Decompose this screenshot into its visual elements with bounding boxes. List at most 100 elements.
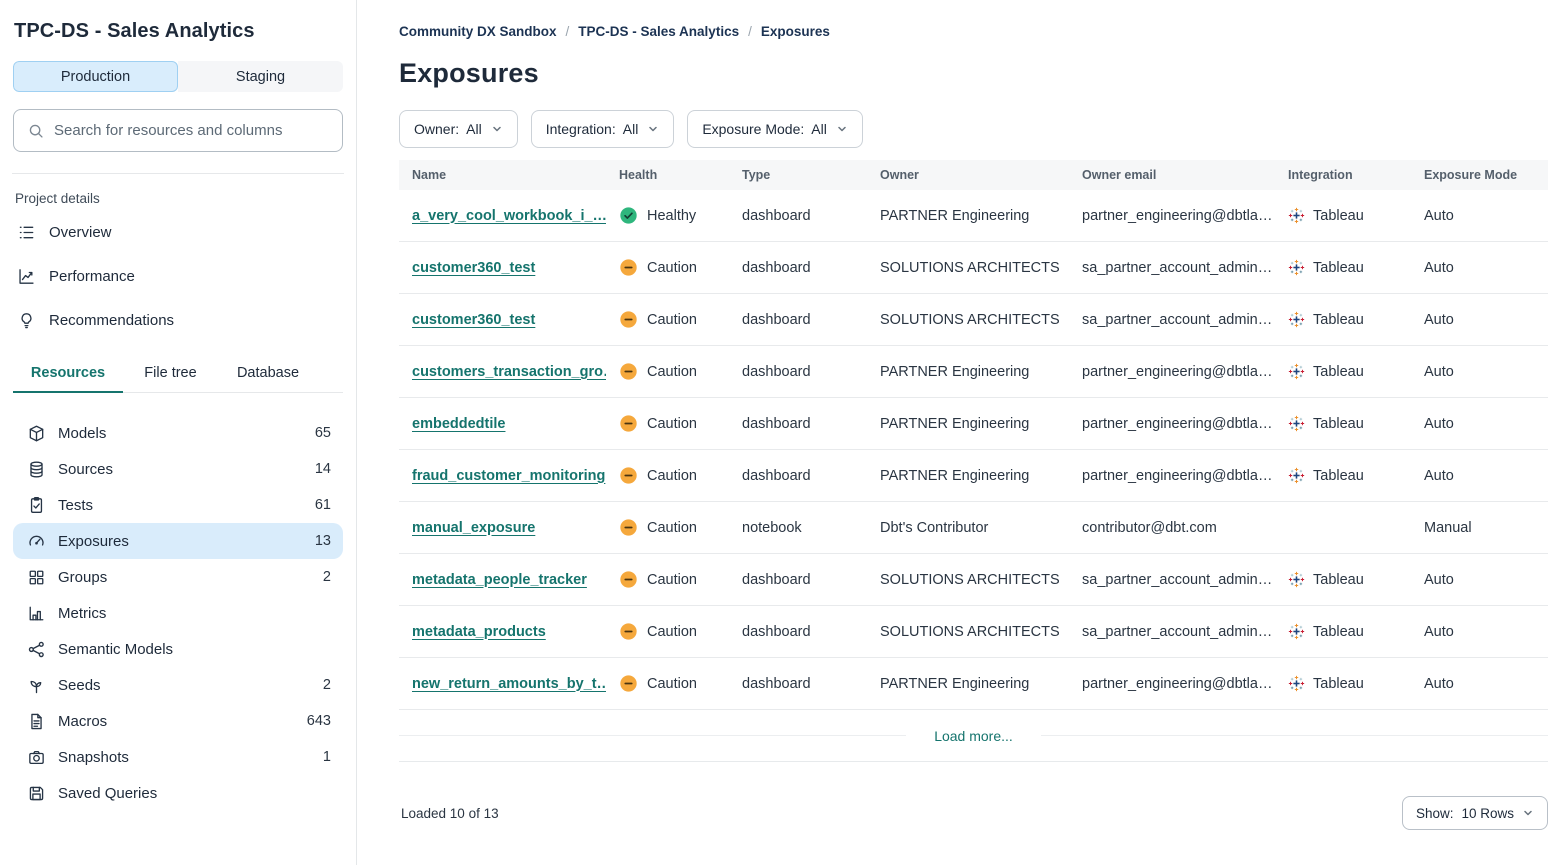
resource-label: Tests xyxy=(58,496,94,514)
exposure-name-link[interactable]: manual_exposure xyxy=(412,519,536,536)
resource-label: Groups xyxy=(58,568,108,586)
tab-staging[interactable]: Staging xyxy=(178,61,343,92)
health-badge-icon xyxy=(619,674,638,693)
sidebar-item-sources[interactable]: Sources 14 xyxy=(13,451,343,487)
breadcrumb-link-account[interactable]: Community DX Sandbox xyxy=(399,24,557,39)
chevron-down-icon xyxy=(836,123,848,135)
resource-count: 643 xyxy=(306,713,331,729)
health-label: Caution xyxy=(647,623,697,640)
sidebar-divider xyxy=(12,173,344,174)
exposure-name-link[interactable]: customer360_test xyxy=(412,311,536,328)
filter-value: All xyxy=(811,121,827,137)
table-row: new_return_amounts_by_t… Caution dashboa… xyxy=(399,658,1548,710)
exposure-name-link[interactable]: metadata_people_tracker xyxy=(412,571,587,588)
owner-email-cell: partner_engineering@dbtla… xyxy=(1082,415,1273,432)
sidebar-item-performance[interactable]: Performance xyxy=(13,254,343,298)
gauge-icon xyxy=(27,532,46,551)
save-icon xyxy=(27,784,46,803)
exposure-mode-cell: Auto xyxy=(1424,311,1454,328)
exposure-name-link[interactable]: metadata_products xyxy=(412,623,546,640)
table-row: customer360_test Caution dashboard SOLUT… xyxy=(399,242,1548,294)
sidebar-item-exposures[interactable]: Exposures 13 xyxy=(13,523,343,559)
owner-cell: PARTNER Engineering xyxy=(880,207,1030,224)
owner-cell: SOLUTIONS ARCHITECTS xyxy=(880,623,1060,640)
exposure-name-link[interactable]: customer360_test xyxy=(412,259,536,276)
exposure-mode-filter-dropdown[interactable]: Exposure Mode: All xyxy=(687,110,863,148)
chart-line-icon xyxy=(17,267,36,286)
sidebar-item-seeds[interactable]: Seeds 2 xyxy=(13,667,343,703)
table-body: a_very_cool_workbook_i_… Healthy dashboa… xyxy=(399,190,1548,710)
tableau-icon xyxy=(1288,311,1305,328)
exposure-mode-cell: Auto xyxy=(1424,207,1454,224)
sidebar-item-snapshots[interactable]: Snapshots 1 xyxy=(13,739,343,775)
owner-email-cell: sa_partner_account_admin… xyxy=(1082,311,1273,328)
tableau-icon xyxy=(1288,363,1305,380)
filter-value: All xyxy=(466,121,482,137)
grid-icon xyxy=(27,568,46,587)
table-row: customer360_test Caution dashboard SOLUT… xyxy=(399,294,1548,346)
integration-cell: Tableau xyxy=(1275,675,1411,692)
search-box[interactable] xyxy=(13,109,343,152)
owner-cell: PARTNER Engineering xyxy=(880,363,1030,380)
exposure-name-link[interactable]: a_very_cool_workbook_i_… xyxy=(412,207,606,224)
sidebar-item-macros[interactable]: Macros 643 xyxy=(13,703,343,739)
table-row: metadata_products Caution dashboard SOLU… xyxy=(399,606,1548,658)
column-header-health: Health xyxy=(619,168,658,182)
project-details-label: Project details xyxy=(15,191,100,206)
exposure-name-link[interactable]: new_return_amounts_by_t… xyxy=(412,675,606,692)
owner-cell: SOLUTIONS ARCHITECTS xyxy=(880,259,1060,276)
integration-label: Tableau xyxy=(1313,467,1364,484)
health-label: Caution xyxy=(647,415,697,432)
owner-email-cell: partner_engineering@dbtla… xyxy=(1082,675,1273,692)
integration-label: Tableau xyxy=(1313,363,1364,380)
tableau-icon xyxy=(1288,467,1305,484)
table-header-row: Name Health Type Owner Owner email Integ… xyxy=(399,160,1548,190)
environment-switcher: Production Staging xyxy=(13,61,343,92)
tab-file-tree[interactable]: File tree xyxy=(144,365,197,381)
column-header-owner-email: Owner email xyxy=(1082,168,1157,182)
tab-resources[interactable]: Resources xyxy=(13,357,123,393)
chevron-down-icon xyxy=(491,123,503,135)
exposure-name-link[interactable]: customers_transaction_gro… xyxy=(412,363,606,380)
sidebar-item-tests[interactable]: Tests 61 xyxy=(13,487,343,523)
tab-production[interactable]: Production xyxy=(13,61,178,92)
sidebar-item-recommendations[interactable]: Recommendations xyxy=(13,298,343,342)
sidebar-item-models[interactable]: Models 65 xyxy=(13,415,343,451)
exposure-name-link[interactable]: embeddedtile xyxy=(412,415,506,432)
health-badge-icon xyxy=(619,518,638,537)
cube-icon xyxy=(27,424,46,443)
integration-label: Tableau xyxy=(1313,675,1364,692)
sidebar-item-overview[interactable]: Overview xyxy=(13,210,343,254)
sidebar-item-semantic-models[interactable]: Semantic Models xyxy=(13,631,343,667)
type-cell: dashboard xyxy=(742,467,811,484)
type-cell: dashboard xyxy=(742,415,811,432)
load-more-link[interactable]: Load more... xyxy=(934,727,1013,744)
filter-label: Exposure Mode: xyxy=(702,121,805,137)
owner-filter-dropdown[interactable]: Owner: All xyxy=(399,110,518,148)
breadcrumb: Community DX Sandbox / TPC-DS - Sales An… xyxy=(399,24,1548,39)
sidebar-item-label: Performance xyxy=(49,267,135,285)
exposure-name-link[interactable]: fraud_customer_monitoring xyxy=(412,467,606,484)
integration-filter-dropdown[interactable]: Integration: All xyxy=(530,110,675,148)
table-row: a_very_cool_workbook_i_… Healthy dashboa… xyxy=(399,190,1548,242)
health-badge-icon xyxy=(619,466,638,485)
owner-cell: PARTNER Engineering xyxy=(880,467,1030,484)
tableau-icon xyxy=(1288,571,1305,588)
tab-database[interactable]: Database xyxy=(236,365,300,381)
main-content: Community DX Sandbox / TPC-DS - Sales An… xyxy=(357,0,1559,865)
sidebar-tab-bar: Resources File tree Database xyxy=(13,357,343,393)
sidebar-item-saved-queries[interactable]: Saved Queries xyxy=(13,775,343,811)
sidebar-item-metrics[interactable]: Metrics xyxy=(13,595,343,631)
project-title: TPC-DS - Sales Analytics xyxy=(14,20,255,42)
integration-cell: Tableau xyxy=(1275,259,1411,276)
integration-cell: Tableau xyxy=(1275,363,1411,380)
loaded-status: Loaded 10 of 13 xyxy=(401,805,499,821)
resource-count: 14 xyxy=(314,461,331,477)
table-row: fraud_customer_monitoring Caution dashbo… xyxy=(399,450,1548,502)
show-rows-dropdown[interactable]: Show: 10 Rows xyxy=(1401,796,1548,830)
search-input[interactable] xyxy=(54,122,329,139)
sidebar-item-groups[interactable]: Groups 2 xyxy=(13,559,343,595)
integration-cell: Tableau xyxy=(1275,467,1411,484)
type-cell: dashboard xyxy=(742,259,811,276)
breadcrumb-link-project[interactable]: TPC-DS - Sales Analytics xyxy=(578,24,740,39)
